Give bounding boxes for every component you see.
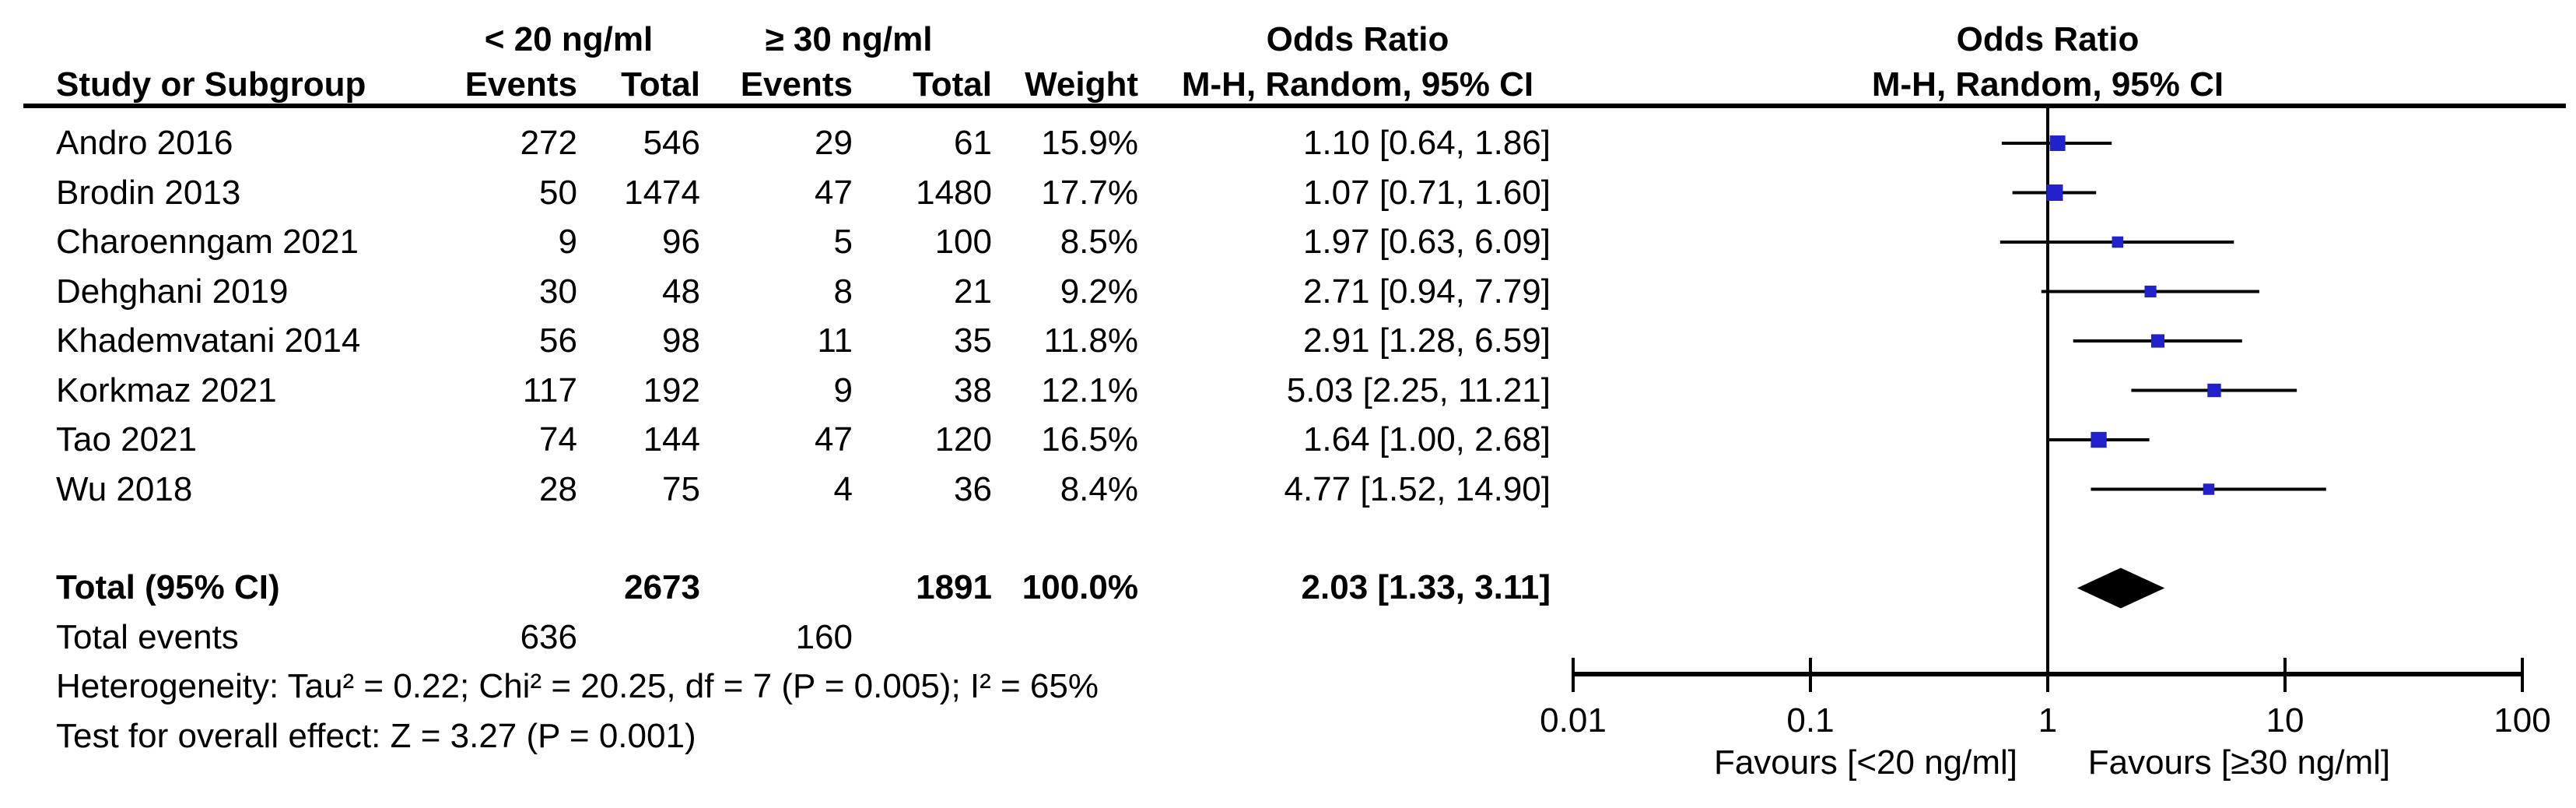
odds-ratio-ci-text: 1.07 [0.71, 1.60] [1302,173,1551,212]
weight-value: 16.5% [1041,420,1138,458]
study-name: Tao 2021 [56,420,198,458]
odds-ratio-ci-text: 4.77 [1.52, 14.90] [1284,469,1551,508]
weight-value: 15.9% [1041,124,1138,162]
or-point-square [2049,135,2066,151]
heterogeneity-stats: Heterogeneity: Tau² = 0.22; Chi² = 20.25… [56,667,1099,705]
axis-tick-label: 10 [2266,701,2304,739]
favours-left-label: Favours [<20 ng/ml] [1713,743,2018,782]
events-group2: 29 [815,124,853,162]
total2-col-header: Total [913,65,992,104]
or-point-square [2091,431,2107,448]
odds-ratio-ci-text: 1.64 [1.00, 2.68] [1302,420,1551,458]
favours-right-label: Favours [≥30 ng/ml] [2087,743,2391,782]
total-row-weight: 100.0% [1022,568,1138,606]
study-name: Dehghani 2019 [56,272,289,311]
study-name: Andro 2016 [56,124,233,162]
events-group2: 47 [815,173,853,212]
mh-random-ci-plot-header: M-H, Random, 95% CI [1871,65,2224,104]
total-group1: 75 [662,469,700,508]
events-group2: 11 [817,321,853,360]
weight-value: 9.2% [1060,272,1138,311]
events-group1: 28 [539,469,577,508]
total-row-or: 2.03 [1.33, 3.11] [1301,568,1551,606]
total-row-total1: 2673 [624,568,700,606]
study-name: Brodin 2013 [56,173,241,212]
total-diamond [2077,567,2165,609]
odds-ratio-ci-text: 2.71 [0.94, 7.79] [1302,272,1551,311]
events-group2: 5 [833,223,853,261]
weight-value: 11.8% [1043,321,1139,360]
weight-value: 17.7% [1041,173,1138,212]
total-group2: 36 [954,469,992,508]
events-group1: 272 [520,124,577,162]
mh-random-ci-col-header: M-H, Random, 95% CI [1181,65,1534,104]
or-point-square [2150,334,2165,348]
total1-col-header: Total [621,65,700,104]
total-group1: 144 [643,420,700,458]
events-group1: 117 [522,371,577,409]
weight-col-header: Weight [1025,65,1138,104]
or-point-square [2112,236,2124,248]
axis-tick-label: 0.1 [1786,701,1834,739]
events-group1: 56 [539,321,577,360]
axis-tick-label: 1 [2038,701,2057,739]
odds-ratio-ci-text: 2.91 [1.28, 6.59] [1302,321,1551,360]
events-group2: 4 [833,469,853,508]
odds-ratio-ci-text: 5.03 [2.25, 11.21] [1286,371,1551,409]
events-group1: 30 [539,272,577,311]
or-point-square [2203,483,2215,495]
events-group2: 8 [833,272,853,311]
overall-effect-test: Test for overall effect: Z = 3.27 (P = 0… [56,717,696,755]
total-group2: 1480 [916,173,992,212]
axis-tick-label: 0.01 [1540,701,1607,739]
total-row-total2: 1891 [916,568,992,606]
total-group1: 192 [643,371,700,409]
events-group2: 47 [815,420,853,458]
group2-header: ≥ 30 ng/ml [765,20,933,58]
events1-col-header: Events [464,65,577,104]
study-name: Korkmaz 2021 [56,371,277,409]
or-point-square [2207,383,2221,398]
or-point-square [2144,285,2157,298]
total-group2: 100 [934,223,992,261]
study-name: Wu 2018 [56,469,193,508]
total-group1: 96 [662,223,700,261]
total-group2: 120 [934,420,992,458]
group1-header: < 20 ng/ml [484,20,654,58]
weight-value: 12.1% [1041,371,1138,409]
events2-col-header: Events [740,65,853,104]
total-group2: 21 [954,272,992,311]
total-events-group1: 636 [520,618,577,656]
total-group1: 48 [662,272,700,311]
total-events-group2: 160 [795,618,853,656]
axis-tick-label: 100 [2494,701,2550,739]
total-group2: 61 [954,124,992,162]
events-group1: 50 [539,173,577,212]
or-point-square [2046,184,2063,202]
odds-ratio-ci-text: 1.97 [0.63, 6.09] [1302,223,1551,261]
total-events-label: Total events [56,618,239,656]
odds-ratio-col-heading: Odds Ratio [1266,20,1449,58]
study-name: Charoenngam 2021 [56,223,359,261]
study-name: Khademvatani 2014 [56,321,361,360]
total-group2: 38 [954,371,992,409]
odds-ratio-ci-text: 1.10 [0.64, 1.86] [1302,124,1551,162]
events-group2: 9 [833,371,853,409]
total-group1: 98 [662,321,700,360]
total-group2: 35 [954,321,992,360]
total-row-label: Total (95% CI) [56,568,280,606]
study-col-header: Study or Subgroup [56,65,366,104]
weight-value: 8.5% [1060,223,1138,261]
total-group1: 1474 [624,173,700,212]
events-group1: 74 [539,420,577,458]
weight-value: 8.4% [1060,469,1138,508]
total-group1: 546 [643,124,700,162]
events-group1: 9 [558,223,577,261]
odds-ratio-plot-heading: Odds Ratio [1956,20,2140,58]
